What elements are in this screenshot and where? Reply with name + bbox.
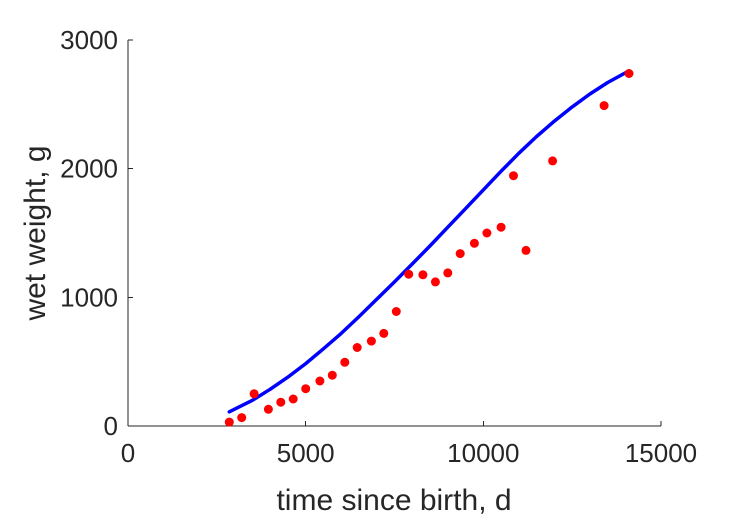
- x-tick-label: 10000: [447, 438, 519, 468]
- data-point: [327, 370, 337, 380]
- data-point: [455, 249, 465, 259]
- data-point: [391, 307, 401, 316]
- data-point: [249, 389, 259, 399]
- data-point: [224, 417, 234, 427]
- data-point: [340, 357, 350, 367]
- data-point: [430, 277, 440, 287]
- data-point: [521, 245, 531, 255]
- y-tick-label: 1000: [60, 282, 118, 312]
- data-point: [366, 336, 376, 346]
- y-ticks: 0 1000 2000 3000: [60, 25, 133, 441]
- data-point: [352, 343, 362, 352]
- x-tick-label: 15000: [625, 438, 697, 468]
- data-point: [379, 328, 389, 338]
- x-ticks: 0 5000 10000 15000: [121, 421, 697, 468]
- y-tick-label: 2000: [60, 154, 118, 184]
- axes: [127, 40, 661, 427]
- data-point: [509, 171, 518, 181]
- data-point: [443, 268, 453, 278]
- data-point: [315, 376, 325, 386]
- data-point: [276, 397, 286, 407]
- x-tick-label: 0: [121, 438, 135, 468]
- fit-curve-line: [227, 69, 631, 414]
- data-point: [548, 156, 558, 166]
- data-point: [482, 228, 492, 238]
- x-axis-label: time since birth, d: [276, 484, 511, 517]
- data-point: [237, 413, 247, 423]
- data-point: [288, 394, 298, 404]
- plot-area: [224, 69, 634, 427]
- data-point: [404, 269, 414, 279]
- data-point: [496, 222, 506, 232]
- y-tick-label: 0: [104, 411, 118, 441]
- data-point: [469, 238, 479, 248]
- data-point: [301, 384, 311, 394]
- y-axis-label: wet weight, g: [19, 145, 52, 321]
- data-point: [263, 404, 273, 414]
- data-point: [624, 69, 634, 78]
- data-point: [418, 270, 428, 280]
- data-point: [599, 101, 609, 111]
- x-tick-label: 5000: [277, 438, 335, 468]
- y-tick-label: 3000: [60, 25, 118, 55]
